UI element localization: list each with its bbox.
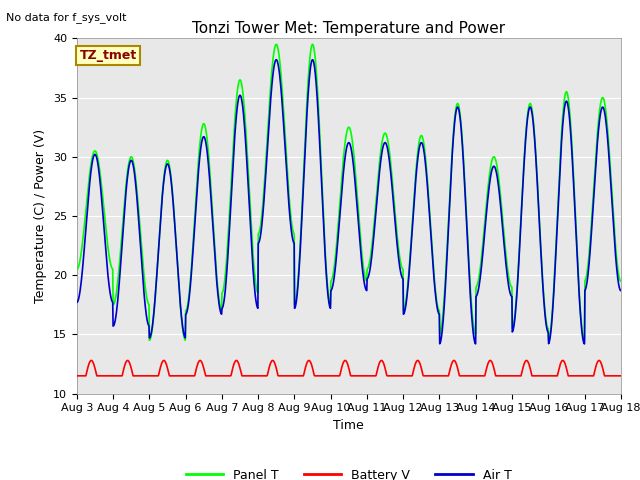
Legend: Panel T, Battery V, Air T: Panel T, Battery V, Air T xyxy=(181,464,516,480)
Y-axis label: Temperature (C) / Power (V): Temperature (C) / Power (V) xyxy=(35,129,47,303)
Text: No data for f_sys_volt: No data for f_sys_volt xyxy=(6,12,127,23)
Text: TZ_tmet: TZ_tmet xyxy=(79,49,137,62)
Title: Tonzi Tower Met: Temperature and Power: Tonzi Tower Met: Temperature and Power xyxy=(192,21,506,36)
X-axis label: Time: Time xyxy=(333,419,364,432)
